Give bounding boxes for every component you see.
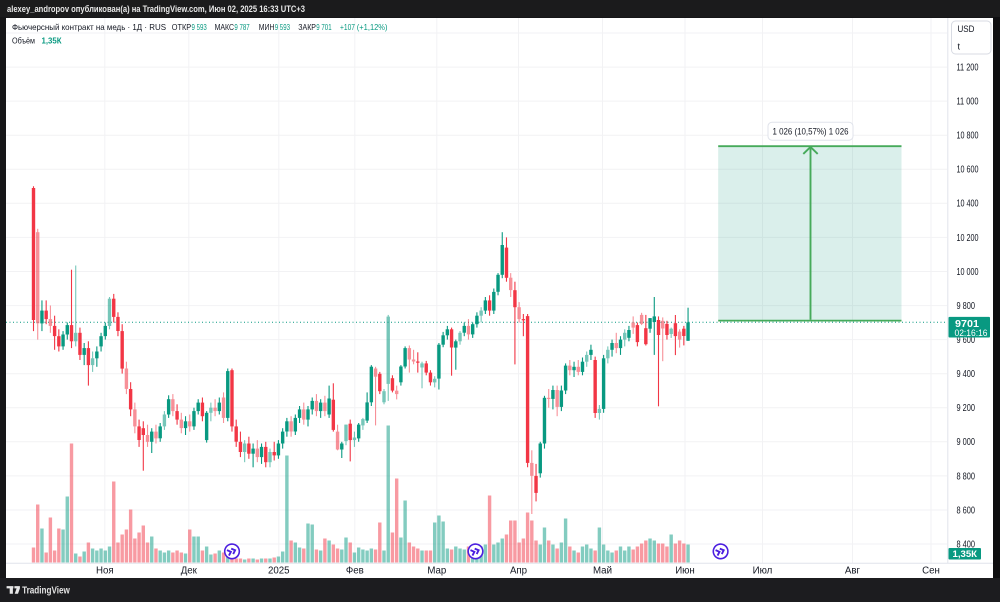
svg-text:9 400: 9 400 bbox=[957, 369, 976, 380]
svg-text:2025: 2025 bbox=[268, 565, 290, 576]
svg-text:Май: Май bbox=[593, 565, 612, 576]
svg-text:alexey_andropov опубликован(а): alexey_andropov опубликован(а) на Tradin… bbox=[7, 4, 305, 15]
svg-text:+107: +107 bbox=[340, 22, 355, 32]
svg-text:02:16:16: 02:16:16 bbox=[955, 328, 988, 338]
svg-text:Апр: Апр bbox=[510, 565, 527, 576]
svg-text:TradingView: TradingView bbox=[22, 586, 70, 597]
svg-text:9 701: 9 701 bbox=[316, 22, 332, 32]
svg-text:Фев: Фев bbox=[346, 565, 364, 576]
svg-text:10 400: 10 400 bbox=[957, 199, 979, 210]
svg-text:9 800: 9 800 bbox=[957, 301, 976, 312]
svg-text:Июн: Июн bbox=[675, 565, 695, 576]
svg-text:Ноя: Ноя bbox=[96, 565, 114, 576]
svg-text:МАКС: МАКС bbox=[215, 22, 235, 32]
svg-text:9701: 9701 bbox=[955, 319, 979, 330]
svg-text:t: t bbox=[958, 42, 961, 52]
svg-text:USD: USD bbox=[958, 24, 975, 34]
svg-text:11 200: 11 200 bbox=[957, 62, 979, 73]
svg-text:1 026 (10,57%) 1 026: 1 026 (10,57%) 1 026 bbox=[773, 127, 849, 138]
svg-text:Сен: Сен bbox=[922, 565, 940, 576]
svg-text:Объём: Объём bbox=[12, 35, 35, 45]
svg-text:9 593: 9 593 bbox=[192, 22, 208, 32]
svg-text:Июл: Июл bbox=[753, 565, 773, 576]
svg-text:МИН: МИН bbox=[259, 22, 275, 32]
svg-text:ЗАКР: ЗАКР bbox=[298, 22, 316, 32]
svg-text:8 400: 8 400 bbox=[957, 539, 976, 550]
svg-text:Дек: Дек bbox=[181, 565, 198, 576]
svg-text:Авг: Авг bbox=[845, 565, 861, 576]
svg-text:10 600: 10 600 bbox=[957, 165, 979, 176]
svg-text:10 200: 10 200 bbox=[957, 233, 979, 244]
svg-text:Мар: Мар bbox=[427, 565, 446, 576]
svg-text:10 800: 10 800 bbox=[957, 131, 979, 142]
svg-text:Фьючерсный контракт на медь ·: Фьючерсный контракт на медь · 1Д · RUS bbox=[12, 22, 166, 32]
svg-text:(+1,12%): (+1,12%) bbox=[357, 22, 388, 32]
svg-text:9 787: 9 787 bbox=[234, 22, 250, 32]
svg-text:10 000: 10 000 bbox=[957, 267, 979, 278]
svg-text:ОТКР: ОТКР bbox=[172, 22, 192, 32]
svg-text:9 593: 9 593 bbox=[275, 22, 291, 32]
svg-text:9 600: 9 600 bbox=[957, 335, 976, 346]
svg-text:11 000: 11 000 bbox=[957, 97, 979, 108]
svg-text:1,35К: 1,35К bbox=[953, 549, 978, 559]
svg-text:9 200: 9 200 bbox=[957, 403, 976, 414]
svg-text:9 000: 9 000 bbox=[957, 437, 976, 448]
svg-text:1,35К: 1,35К bbox=[42, 35, 63, 45]
svg-text:8 800: 8 800 bbox=[957, 471, 976, 482]
svg-text:8 600: 8 600 bbox=[957, 505, 976, 516]
